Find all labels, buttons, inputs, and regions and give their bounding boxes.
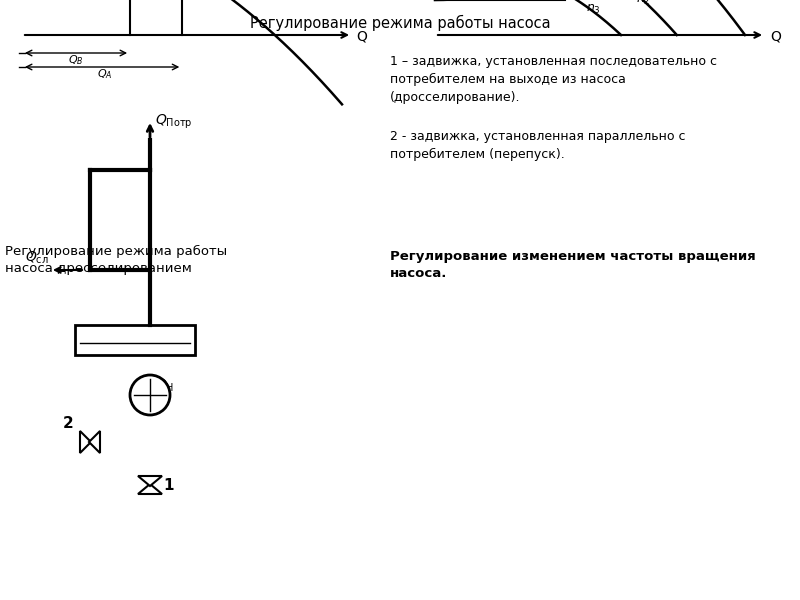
- Circle shape: [130, 375, 170, 415]
- Text: 1: 1: [163, 478, 174, 493]
- Text: Регулирование режима работы насоса: Регулирование режима работы насоса: [250, 15, 550, 31]
- Text: насоса дресселированием: насоса дресселированием: [5, 262, 192, 275]
- Text: $Q_B$: $Q_B$: [68, 53, 84, 67]
- Text: Q: Q: [356, 30, 367, 44]
- Text: 1 – задвижка, установленная последовательно с
потребителем на выходе из насоса
(: 1 – задвижка, установленная последовател…: [390, 55, 717, 104]
- Text: $Q_{\mathsf{Н}}$: $Q_{\mathsf{Н}}$: [155, 378, 174, 394]
- Text: 2: 2: [63, 416, 74, 431]
- Polygon shape: [138, 476, 162, 486]
- Bar: [75, 325, 195, 355]
- Polygon shape: [89, 431, 100, 453]
- Text: $Q_{\mathsf{сл}}$: $Q_{\mathsf{сл}}$: [25, 250, 49, 266]
- Text: 2 - задвижка, установленная параллельно с
потребителем (перепуск).: 2 - задвижка, установленная параллельно …: [390, 130, 686, 161]
- Text: Q: Q: [770, 30, 781, 44]
- Text: Регулирование режима работы: Регулирование режима работы: [5, 245, 227, 258]
- Text: $Q_{\mathsf{Потр}}$: $Q_{\mathsf{Потр}}$: [155, 113, 193, 131]
- Text: Регулирование изменением частоты вращения
насоса.: Регулирование изменением частоты вращени…: [390, 250, 756, 280]
- Text: $n_2$: $n_2$: [636, 0, 650, 7]
- Text: $n_3$: $n_3$: [586, 3, 601, 16]
- Text: $Q_A$: $Q_A$: [97, 67, 113, 81]
- Polygon shape: [80, 431, 91, 453]
- Polygon shape: [138, 484, 162, 494]
